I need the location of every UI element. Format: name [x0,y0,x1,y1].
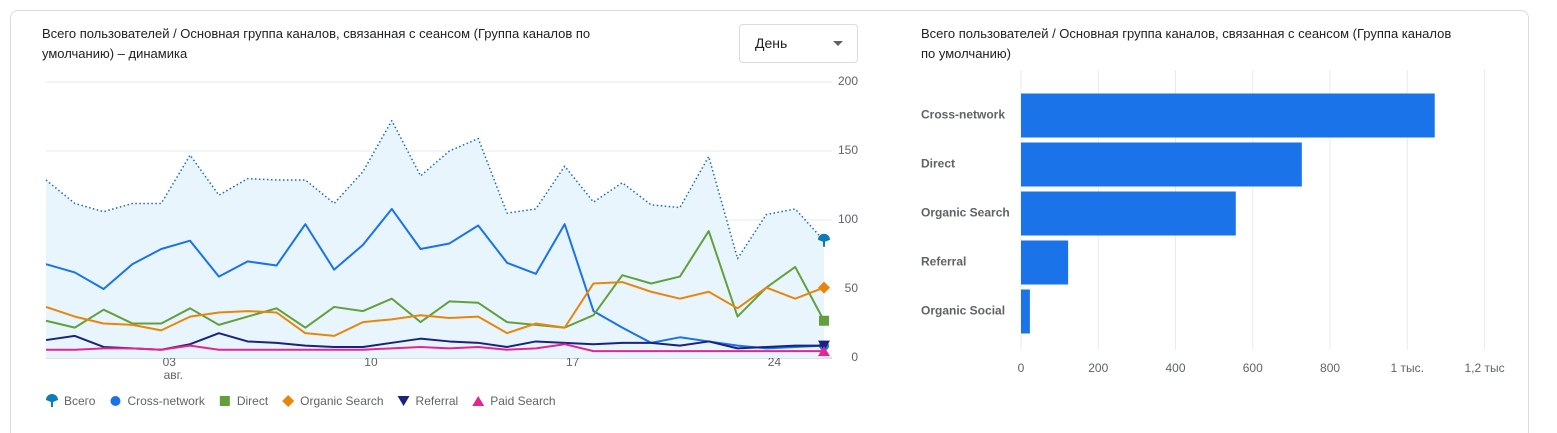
x-tick-label: 0 [1018,361,1025,375]
y-tick-label: Referral [921,255,966,269]
y-tick-label: Organic Search [921,206,1010,220]
x-tick-label: 17 [566,355,580,369]
x-tick-label: 1,2 тыс [1464,361,1504,375]
end-marker [818,233,831,247]
legend-marker [110,396,121,406]
bar [1021,240,1069,285]
y-tick-label: 150 [838,143,858,157]
x-tick-label: 800 [1320,361,1340,375]
y-tick-label: 0 [851,350,858,364]
series-line [46,343,824,353]
period-label: День [755,35,788,51]
y-tick-label: 100 [838,212,858,226]
x-month-label: авг. [164,368,183,382]
legend-label: Direct [237,394,269,408]
legend-marker [397,396,410,406]
legend-marker [219,396,230,406]
x-tick-label: 1 тыс. [1391,361,1424,375]
end-marker [818,340,830,351]
bar [1021,289,1030,334]
card [10,10,1529,433]
dropdown-arrow [833,41,843,46]
x-tick-label: 10 [364,355,378,369]
series-line [45,119,825,260]
legend-marker [46,394,58,407]
series-line [45,207,825,350]
area [46,120,824,358]
bar-chart-title: Всего пользователей / Основная группа ка… [921,26,1452,61]
legend-label: Paid Search [490,394,555,408]
period-dropdown[interactable]: День [739,24,858,63]
bar [1021,93,1435,138]
legend-label: Cross-network [127,394,205,408]
y-tick-label: 200 [838,74,858,88]
y-tick-label: Direct [921,157,955,171]
end-marker [819,315,829,326]
x-tick-label: 200 [1088,361,1108,375]
series-line [45,230,825,329]
x-tick-label: 03 [163,355,177,369]
bar [1021,142,1302,187]
x-tick-label: 400 [1166,361,1186,375]
y-tick-label: 50 [845,281,859,295]
y-tick-label: Cross-network [921,108,1005,122]
legend-marker [282,395,295,407]
legend-label: Referral [416,394,459,408]
line-chart-title: Всего пользователей / Основная группа ка… [42,26,591,61]
end-marker [818,281,830,294]
x-tick-label: 600 [1243,361,1263,375]
x-tick-label: 24 [768,355,782,369]
series-line [45,281,825,337]
legend-marker [472,396,485,406]
bar [1021,191,1236,236]
end-marker [818,346,830,357]
y-tick-label: Organic Social [921,304,1005,318]
legend-label: Organic Search [300,394,383,408]
legend-label: Всего [64,394,96,408]
